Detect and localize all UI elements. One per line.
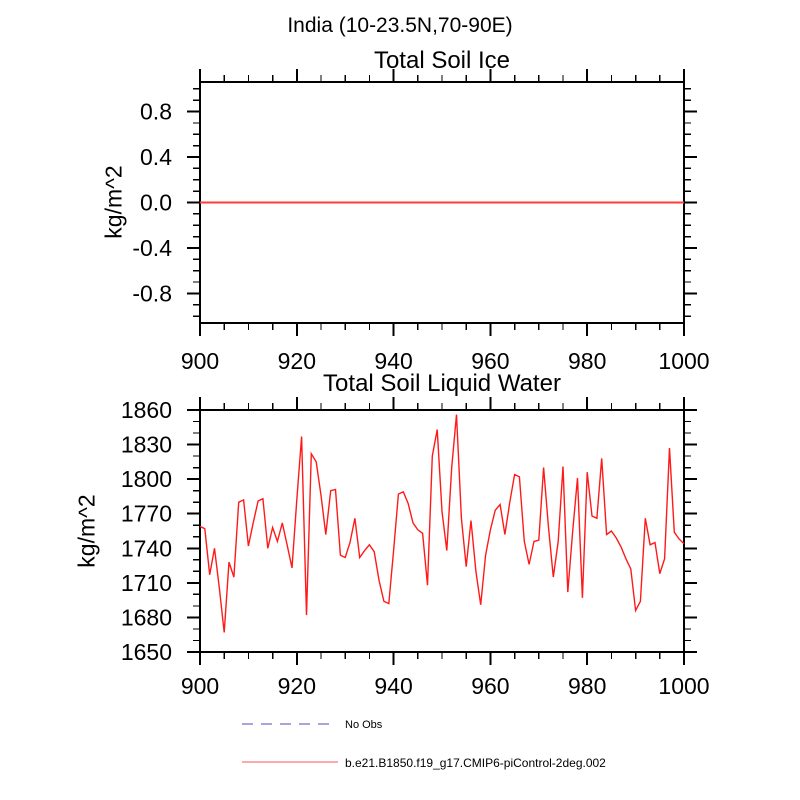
soil-liquid-water-chart-title: Total Soil Liquid Water [323, 370, 561, 397]
svg-text:1800: 1800 [121, 466, 172, 492]
svg-text:-0.4: -0.4 [132, 235, 172, 261]
svg-text:960: 960 [471, 348, 509, 374]
svg-text:1000: 1000 [658, 348, 709, 374]
svg-text:-0.8: -0.8 [132, 280, 172, 306]
svg-text:940: 940 [374, 348, 412, 374]
svg-text:1740: 1740 [121, 535, 172, 561]
svg-text:1860: 1860 [121, 397, 172, 423]
svg-text:0.8: 0.8 [140, 99, 172, 125]
svg-text:900: 900 [181, 348, 219, 374]
svg-text:1710: 1710 [121, 570, 172, 596]
svg-text:1650: 1650 [121, 639, 172, 665]
svg-text:980: 980 [568, 348, 606, 374]
svg-text:0.0: 0.0 [140, 190, 172, 216]
svg-text:1680: 1680 [121, 604, 172, 630]
no-obs-legend-label: No Obs [345, 719, 383, 731]
svg-text:920: 920 [278, 348, 316, 374]
svg-text:1770: 1770 [121, 501, 172, 527]
soil-ice-chart-title: Total Soil Ice [373, 47, 511, 74]
svg-text:920: 920 [278, 673, 316, 699]
svg-text:1830: 1830 [121, 432, 172, 458]
no-obs-legend-dashed-line [242, 723, 332, 725]
model-run-legend-label: b.e21.B1850.f19_g17.CMIP6-piControl-2deg… [345, 756, 606, 770]
model-run-legend-line [242, 761, 338, 763]
svg-text:1000: 1000 [658, 673, 709, 699]
svg-text:980: 980 [568, 673, 606, 699]
svg-text:960: 960 [471, 673, 509, 699]
svg-text:0.4: 0.4 [140, 144, 172, 170]
svg-text:940: 940 [374, 673, 412, 699]
svg-text:900: 900 [181, 673, 219, 699]
page-title: India (10-23.5N,70-90E) [287, 14, 513, 37]
